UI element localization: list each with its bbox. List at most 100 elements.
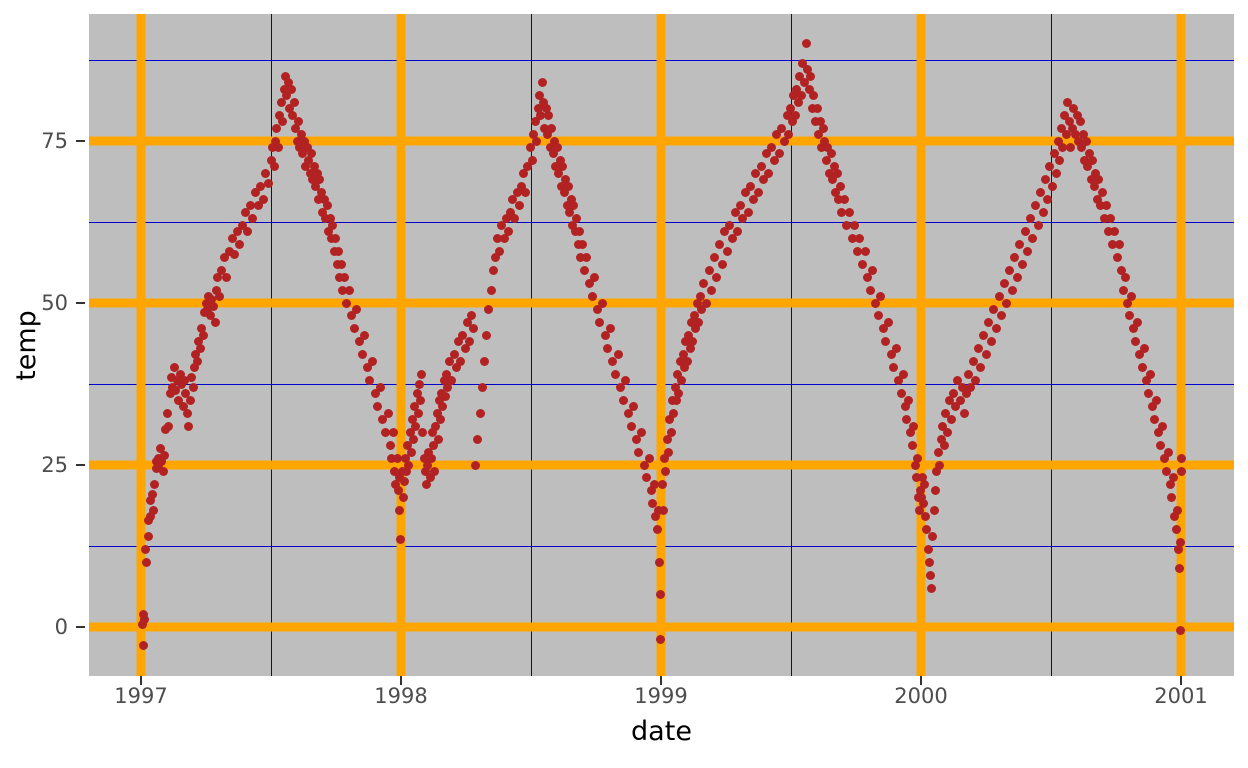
data-point xyxy=(648,499,658,509)
data-point xyxy=(818,123,828,133)
data-point xyxy=(294,117,304,127)
data-point xyxy=(935,460,945,470)
data-point xyxy=(341,298,351,308)
data-point xyxy=(378,415,388,425)
data-point xyxy=(1168,473,1178,483)
data-point xyxy=(292,136,302,146)
data-point xyxy=(608,356,618,366)
data-point xyxy=(1122,298,1132,308)
data-point xyxy=(898,369,908,379)
data-point xyxy=(644,454,654,464)
data-point xyxy=(1030,201,1040,211)
data-point xyxy=(436,415,446,425)
data-point xyxy=(812,104,822,114)
data-point xyxy=(858,259,867,269)
data-point xyxy=(655,590,665,600)
data-point xyxy=(687,317,697,327)
data-point xyxy=(660,454,670,464)
data-point xyxy=(832,168,842,178)
data-point xyxy=(519,168,529,178)
data-point xyxy=(953,376,963,386)
data-point xyxy=(430,466,440,476)
data-point xyxy=(897,389,906,399)
data-point xyxy=(138,640,148,650)
x-axis-tick-mark xyxy=(140,676,142,685)
data-point xyxy=(906,428,916,438)
data-point xyxy=(826,149,836,159)
data-point xyxy=(651,512,661,522)
data-point xyxy=(527,155,537,165)
data-point xyxy=(569,201,579,211)
data-point xyxy=(445,356,455,366)
data-point xyxy=(288,110,298,120)
y-axis-tick-label: 25 xyxy=(41,453,68,477)
data-point xyxy=(1086,175,1096,185)
data-point xyxy=(373,402,383,412)
data-point xyxy=(184,421,194,431)
data-point xyxy=(823,142,833,152)
data-point xyxy=(690,311,700,321)
data-point xyxy=(673,369,683,379)
data-point xyxy=(250,188,260,198)
data-point xyxy=(447,376,457,386)
data-point xyxy=(201,298,211,308)
data-point xyxy=(725,220,735,230)
data-point xyxy=(510,214,520,224)
data-point xyxy=(801,39,811,49)
data-point xyxy=(662,434,672,444)
data-point xyxy=(943,428,953,438)
data-point xyxy=(671,395,681,405)
data-point xyxy=(613,350,623,360)
data-point xyxy=(309,162,319,172)
data-point xyxy=(720,227,730,237)
data-point xyxy=(497,220,507,230)
data-point xyxy=(1149,415,1159,425)
data-point xyxy=(1058,142,1068,152)
data-point xyxy=(390,466,399,476)
data-point xyxy=(884,317,893,327)
data-point xyxy=(704,266,714,276)
data-point xyxy=(495,246,505,256)
data-point xyxy=(338,285,348,295)
data-point xyxy=(400,454,410,464)
data-point xyxy=(900,402,910,412)
data-point xyxy=(618,395,628,405)
data-point xyxy=(688,337,698,347)
data-point xyxy=(1023,246,1033,256)
data-point xyxy=(554,168,564,178)
data-point xyxy=(501,214,511,224)
data-point xyxy=(551,162,561,172)
data-point xyxy=(488,266,498,276)
data-point xyxy=(248,214,258,224)
data-point xyxy=(139,609,149,619)
data-point xyxy=(933,447,943,457)
data-point xyxy=(626,421,636,431)
data-point xyxy=(764,168,774,178)
data-point xyxy=(516,181,526,191)
data-point xyxy=(756,162,766,172)
data-point xyxy=(831,188,841,198)
data-point xyxy=(392,454,402,464)
data-point xyxy=(835,181,845,191)
data-point xyxy=(582,253,592,263)
data-point xyxy=(423,460,433,470)
data-point xyxy=(401,466,411,476)
data-point xyxy=(941,408,951,418)
data-point xyxy=(311,181,321,191)
data-point xyxy=(991,324,1001,334)
data-point xyxy=(1081,136,1091,146)
data-point xyxy=(240,207,250,217)
data-point xyxy=(611,369,620,379)
data-point xyxy=(1004,266,1014,276)
data-point xyxy=(192,356,202,366)
data-point xyxy=(195,343,205,353)
data-point xyxy=(219,253,229,263)
data-point xyxy=(800,78,810,88)
data-point xyxy=(682,356,692,366)
data-point xyxy=(894,376,904,386)
data-point xyxy=(416,395,425,405)
data-point xyxy=(815,117,825,127)
data-point xyxy=(997,311,1007,321)
data-point xyxy=(1041,175,1051,185)
data-point xyxy=(796,91,806,101)
